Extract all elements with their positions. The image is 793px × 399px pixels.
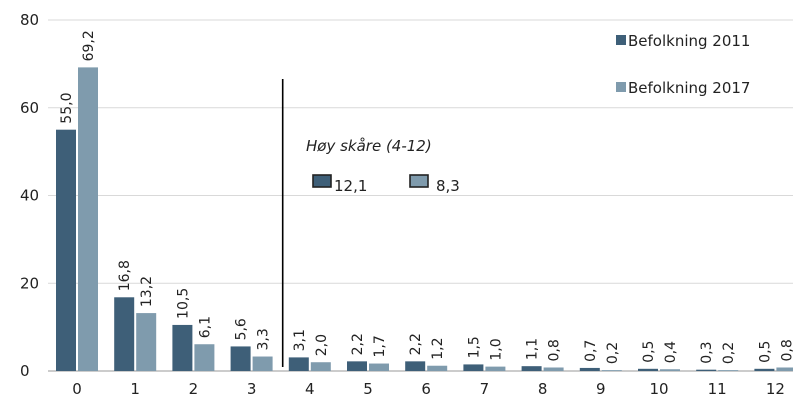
data-label: 0,4	[663, 341, 679, 363]
data-label: 16,8	[117, 260, 133, 291]
x-tick-label: 11	[708, 380, 727, 398]
data-label: 0,2	[721, 342, 737, 364]
bar	[521, 366, 542, 371]
y-tick-label: 40	[20, 187, 39, 205]
bar	[347, 361, 367, 371]
data-label: 2,2	[350, 333, 366, 355]
y-axis: 0 20 40 60 80	[20, 11, 39, 380]
x-tick-label: 7	[480, 380, 490, 398]
data-label: 3,1	[292, 329, 308, 351]
bar	[601, 370, 622, 371]
bar	[369, 363, 389, 371]
bar	[310, 362, 331, 371]
bar	[56, 129, 76, 371]
data-label: 1,0	[488, 338, 504, 360]
legend-swatch-2017	[616, 82, 626, 92]
data-label: 2,0	[314, 334, 330, 356]
bar	[543, 367, 564, 371]
x-tick-label: 3	[247, 380, 257, 398]
high-score-2011-swatch	[312, 174, 332, 188]
high-score-2017-swatch	[409, 174, 429, 188]
bar	[252, 356, 273, 371]
legend-label-2011: Befolkning 2011	[628, 32, 750, 50]
x-tick-label: 10	[649, 380, 668, 398]
high-score-annotation: Høy skåre (4-12) 12,1 8,3	[306, 137, 460, 195]
legend-swatch-2011	[616, 35, 626, 45]
high-score-2017-value: 8,3	[436, 177, 460, 195]
y-tick-label: 80	[20, 11, 39, 29]
y-tick-label: 20	[20, 274, 39, 292]
bars	[56, 67, 793, 371]
y-tick-label: 60	[20, 99, 39, 117]
bar	[579, 367, 600, 371]
legend-label-2017: Befolkning 2017	[628, 79, 750, 97]
y-tick-label: 0	[20, 362, 30, 380]
bar	[78, 67, 98, 371]
legend: Befolkning 2011 Befolkning 2017	[616, 32, 750, 97]
gridlines	[48, 19, 793, 372]
data-label: 6,1	[197, 316, 213, 338]
bar	[405, 361, 426, 371]
data-label: 10,5	[175, 288, 191, 319]
x-tick-label: 1	[130, 380, 140, 398]
x-tick-label: 0	[72, 380, 82, 398]
x-tick-label: 5	[363, 380, 373, 398]
bar	[638, 368, 658, 371]
bar	[194, 344, 215, 371]
bar	[172, 324, 193, 371]
x-tick-label: 12	[766, 380, 785, 398]
bar	[485, 366, 506, 371]
data-label: 0,3	[699, 341, 715, 363]
x-tick-label: 2	[189, 380, 199, 398]
data-label: 69,2	[81, 30, 97, 61]
high-score-label: Høy skåre (4-12)	[306, 137, 432, 155]
data-labels: 55,0 69,2 16,8 13,2 10,5 6,1 5,6 3,3 3,1 2,0 2,2 1,…	[59, 30, 793, 364]
data-label: 1,2	[430, 337, 446, 359]
x-tick-label: 6	[421, 380, 431, 398]
bar	[288, 357, 309, 371]
data-label: 55,0	[59, 93, 75, 124]
x-tick-label: 4	[305, 380, 315, 398]
data-label: 1,1	[525, 338, 541, 360]
data-label: 0,2	[605, 342, 621, 364]
x-tick-label: 8	[538, 380, 548, 398]
x-tick-label: 9	[596, 380, 606, 398]
data-label: 13,2	[139, 276, 155, 307]
bar	[230, 346, 251, 371]
data-label: 3,3	[256, 328, 272, 350]
bar	[754, 368, 775, 371]
bar	[114, 297, 135, 371]
data-label: 0,5	[641, 341, 657, 363]
data-label: 2,2	[408, 333, 424, 355]
x-axis: 0 1 2 3 4 5 6 7 8 9 10 11 12	[72, 380, 785, 398]
bar	[718, 370, 739, 371]
data-label: 1,5	[466, 336, 482, 358]
data-label: 5,6	[234, 318, 250, 340]
high-score-2011-value: 12,1	[334, 177, 367, 195]
bar	[463, 364, 484, 371]
data-label: 0,5	[757, 341, 773, 363]
bar	[427, 365, 448, 371]
bar	[776, 367, 793, 371]
bar	[136, 313, 157, 371]
data-label: 0,8	[779, 339, 793, 361]
data-label: 0,8	[547, 339, 563, 361]
data-label: 1,7	[372, 335, 388, 357]
data-label: 0,7	[583, 340, 599, 362]
bar	[660, 369, 680, 371]
bar	[696, 369, 717, 371]
